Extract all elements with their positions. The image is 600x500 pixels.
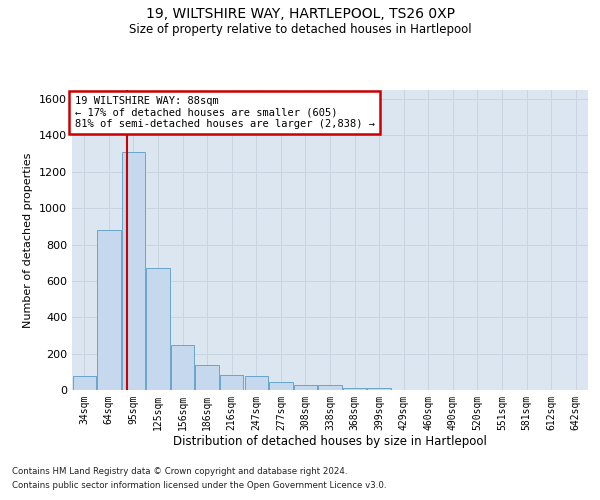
Bar — [122, 152, 145, 390]
Bar — [97, 230, 121, 390]
Bar — [343, 388, 366, 390]
Text: Contains HM Land Registry data © Crown copyright and database right 2024.: Contains HM Land Registry data © Crown c… — [12, 467, 347, 476]
Bar — [319, 386, 341, 390]
Bar — [73, 376, 96, 390]
Text: Distribution of detached houses by size in Hartlepool: Distribution of detached houses by size … — [173, 435, 487, 448]
Text: 19 WILTSHIRE WAY: 88sqm
← 17% of detached houses are smaller (605)
81% of semi-d: 19 WILTSHIRE WAY: 88sqm ← 17% of detache… — [74, 96, 374, 129]
Text: Contains public sector information licensed under the Open Government Licence v3: Contains public sector information licen… — [12, 481, 386, 490]
Bar — [367, 388, 391, 390]
Y-axis label: Number of detached properties: Number of detached properties — [23, 152, 34, 328]
Bar — [294, 386, 317, 390]
Bar — [171, 346, 194, 390]
Bar — [269, 382, 293, 390]
Bar — [245, 376, 268, 390]
Bar — [196, 364, 219, 390]
Bar — [146, 268, 170, 390]
Bar — [220, 376, 244, 390]
Text: 19, WILTSHIRE WAY, HARTLEPOOL, TS26 0XP: 19, WILTSHIRE WAY, HARTLEPOOL, TS26 0XP — [146, 8, 455, 22]
Text: Size of property relative to detached houses in Hartlepool: Size of property relative to detached ho… — [128, 22, 472, 36]
